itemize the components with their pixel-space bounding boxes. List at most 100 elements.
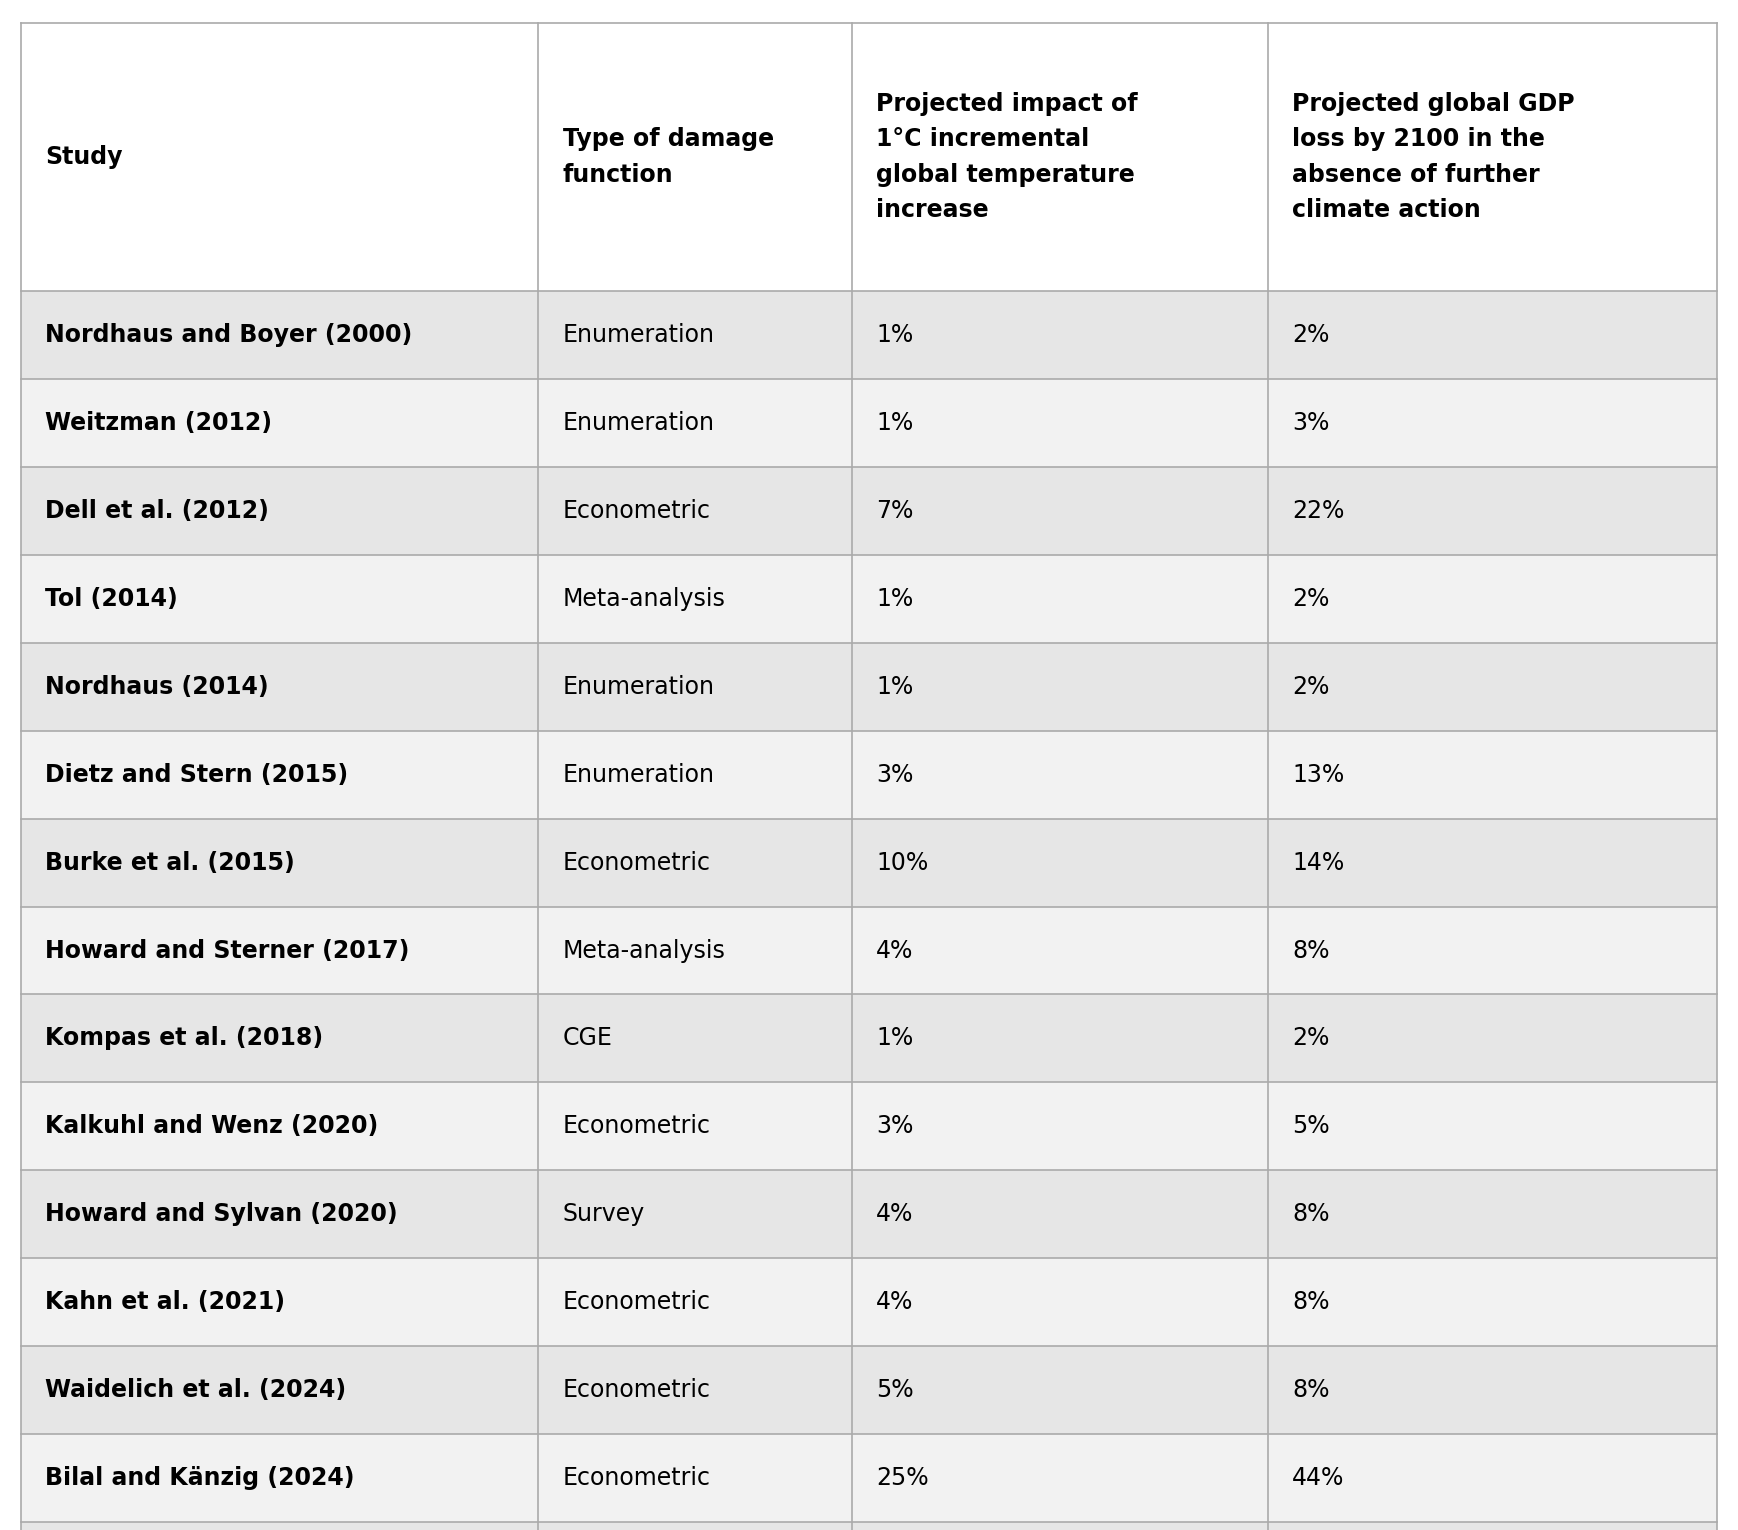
Bar <box>852 1170 1267 1258</box>
Bar <box>539 994 852 1082</box>
Text: 7%: 7% <box>876 499 914 523</box>
Bar <box>21 1258 539 1346</box>
Bar <box>539 906 852 995</box>
Bar <box>21 1170 539 1258</box>
Text: 4%: 4% <box>876 938 914 962</box>
Text: Projected global GDP
loss by 2100 in the
absence of further
climate action: Projected global GDP loss by 2100 in the… <box>1291 92 1575 222</box>
Text: 1%: 1% <box>876 586 914 610</box>
Bar <box>1267 906 1717 995</box>
Bar <box>852 379 1267 467</box>
Text: 22%: 22% <box>1291 499 1343 523</box>
Bar <box>539 730 852 819</box>
Text: Dietz and Stern (2015): Dietz and Stern (2015) <box>45 762 348 786</box>
Text: Burke et al. (2015): Burke et al. (2015) <box>45 851 295 875</box>
Bar <box>539 1522 852 1530</box>
Text: Nordhaus (2014): Nordhaus (2014) <box>45 675 269 699</box>
Bar <box>539 291 852 379</box>
Bar <box>852 1258 1267 1346</box>
Text: Meta-analysis: Meta-analysis <box>563 586 725 610</box>
Text: Projected impact of
1°C incremental
global temperature
increase: Projected impact of 1°C incremental glob… <box>876 92 1138 222</box>
Text: Enumeration: Enumeration <box>563 410 714 435</box>
Text: Study: Study <box>45 145 123 168</box>
Bar <box>21 23 539 291</box>
Text: 8%: 8% <box>1291 1290 1330 1314</box>
Bar <box>21 1434 539 1522</box>
Bar <box>21 379 539 467</box>
Bar <box>1267 1083 1717 1170</box>
Text: 1%: 1% <box>876 675 914 699</box>
Bar <box>852 994 1267 1082</box>
Text: 8%: 8% <box>1291 1379 1330 1403</box>
Text: Enumeration: Enumeration <box>563 675 714 699</box>
Text: 13%: 13% <box>1291 762 1343 786</box>
Text: 8%: 8% <box>1291 1203 1330 1227</box>
Bar <box>1267 379 1717 467</box>
Bar <box>1267 730 1717 819</box>
Bar <box>539 1346 852 1434</box>
Text: Econometric: Econometric <box>563 1466 711 1490</box>
Bar <box>1267 554 1717 643</box>
Text: 2%: 2% <box>1291 323 1330 347</box>
Text: CGE: CGE <box>563 1027 612 1051</box>
Text: Econometric: Econometric <box>563 1114 711 1138</box>
Text: Survey: Survey <box>563 1203 645 1227</box>
Text: Type of damage
function: Type of damage function <box>563 127 773 187</box>
Bar <box>852 467 1267 554</box>
Text: Enumeration: Enumeration <box>563 323 714 347</box>
Text: Kahn et al. (2021): Kahn et al. (2021) <box>45 1290 285 1314</box>
Bar <box>539 1434 852 1522</box>
Text: 2%: 2% <box>1291 586 1330 610</box>
Text: Howard and Sylvan (2020): Howard and Sylvan (2020) <box>45 1203 398 1227</box>
Text: 8%: 8% <box>1291 938 1330 962</box>
Bar <box>21 643 539 731</box>
Bar <box>852 730 1267 819</box>
Bar <box>1267 1434 1717 1522</box>
Text: 5%: 5% <box>876 1379 914 1403</box>
Text: Howard and Sterner (2017): Howard and Sterner (2017) <box>45 938 410 962</box>
Text: 3%: 3% <box>876 762 914 786</box>
Bar <box>852 291 1267 379</box>
Text: 10%: 10% <box>876 851 928 875</box>
Text: Econometric: Econometric <box>563 499 711 523</box>
Bar <box>1267 1258 1717 1346</box>
Text: 3%: 3% <box>876 1114 914 1138</box>
Bar <box>539 1258 852 1346</box>
Text: 5%: 5% <box>1291 1114 1330 1138</box>
Bar <box>1267 994 1717 1082</box>
Bar <box>1267 1170 1717 1258</box>
Bar <box>852 1083 1267 1170</box>
Text: Econometric: Econometric <box>563 1379 711 1403</box>
Bar <box>1267 291 1717 379</box>
Text: Tol (2014): Tol (2014) <box>45 586 177 610</box>
Bar <box>539 467 852 554</box>
Text: Kalkuhl and Wenz (2020): Kalkuhl and Wenz (2020) <box>45 1114 379 1138</box>
Bar <box>1267 819 1717 906</box>
Text: Econometric: Econometric <box>563 1290 711 1314</box>
Bar <box>1267 1522 1717 1530</box>
Text: 44%: 44% <box>1291 1466 1343 1490</box>
Bar <box>21 819 539 906</box>
Bar <box>21 906 539 995</box>
Text: Bilal and Känzig (2024): Bilal and Känzig (2024) <box>45 1466 355 1490</box>
Bar <box>852 1346 1267 1434</box>
Text: 25%: 25% <box>876 1466 930 1490</box>
Bar <box>21 730 539 819</box>
Bar <box>852 906 1267 995</box>
Text: 4%: 4% <box>876 1290 914 1314</box>
Text: Meta-analysis: Meta-analysis <box>563 938 725 962</box>
Text: 14%: 14% <box>1291 851 1343 875</box>
Text: 4%: 4% <box>876 1203 914 1227</box>
Bar <box>21 291 539 379</box>
Text: 2%: 2% <box>1291 675 1330 699</box>
Bar <box>539 23 852 291</box>
Text: 1%: 1% <box>876 1027 914 1051</box>
Bar <box>539 1083 852 1170</box>
Bar <box>539 643 852 731</box>
Bar <box>1267 467 1717 554</box>
Bar <box>852 1434 1267 1522</box>
Bar <box>852 1522 1267 1530</box>
Bar <box>539 554 852 643</box>
Bar <box>852 643 1267 731</box>
Text: Enumeration: Enumeration <box>563 762 714 786</box>
Text: Weitzman (2012): Weitzman (2012) <box>45 410 273 435</box>
